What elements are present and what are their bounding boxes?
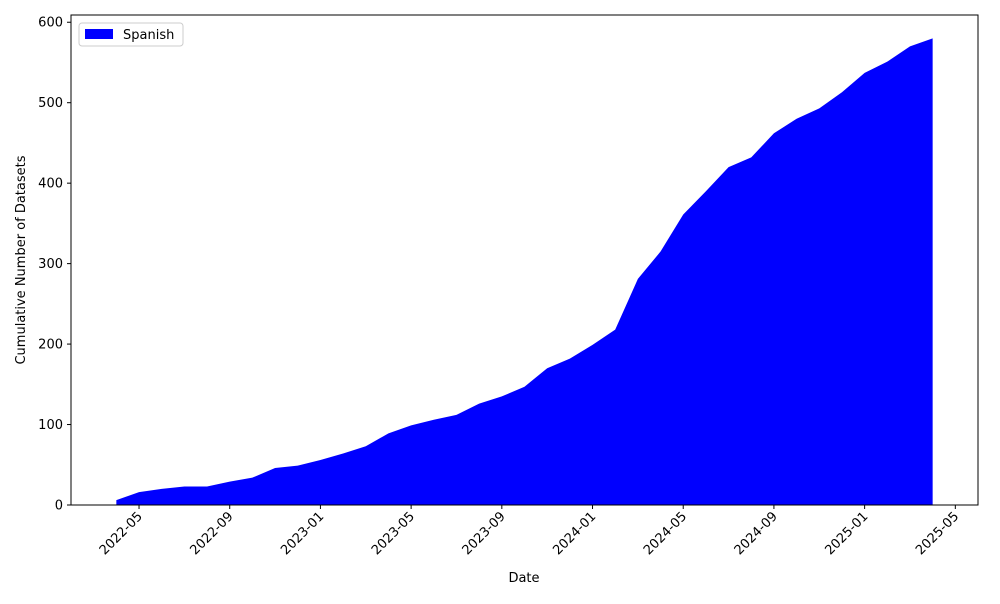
legend-swatch bbox=[85, 29, 113, 39]
y-tick-label: 300 bbox=[38, 257, 63, 272]
y-axis-label: Cumulative Number of Datasets bbox=[14, 155, 29, 364]
x-tick-label: 2023-09 bbox=[460, 509, 509, 558]
legend-box bbox=[78, 22, 184, 47]
legend-label: Spanish bbox=[123, 28, 174, 43]
y-tick-label: 600 bbox=[38, 16, 63, 31]
x-tick-label: 2024-05 bbox=[641, 509, 690, 558]
y-tick-label: 500 bbox=[38, 96, 63, 111]
x-tick-label: 2025-01 bbox=[822, 509, 871, 558]
x-tick-label: 2022-05 bbox=[97, 509, 146, 558]
x-tick-label: 2023-01 bbox=[278, 509, 327, 558]
x-tick-label: 2022-09 bbox=[188, 509, 237, 558]
plot-frame bbox=[70, 14, 979, 506]
x-tick-label: 2024-01 bbox=[550, 509, 599, 558]
x-tick-label: 2024-09 bbox=[732, 509, 781, 558]
x-tick-label: 2023-05 bbox=[369, 509, 418, 558]
x-tick-label: 2025-05 bbox=[913, 509, 962, 558]
x-axis-label: Date bbox=[508, 571, 539, 586]
y-tick-label: 200 bbox=[38, 338, 63, 353]
area bbox=[116, 38, 933, 505]
y-tick-label: 400 bbox=[38, 177, 63, 192]
y-tick-label: 100 bbox=[38, 418, 63, 433]
y-tick-label: 0 bbox=[55, 499, 63, 514]
